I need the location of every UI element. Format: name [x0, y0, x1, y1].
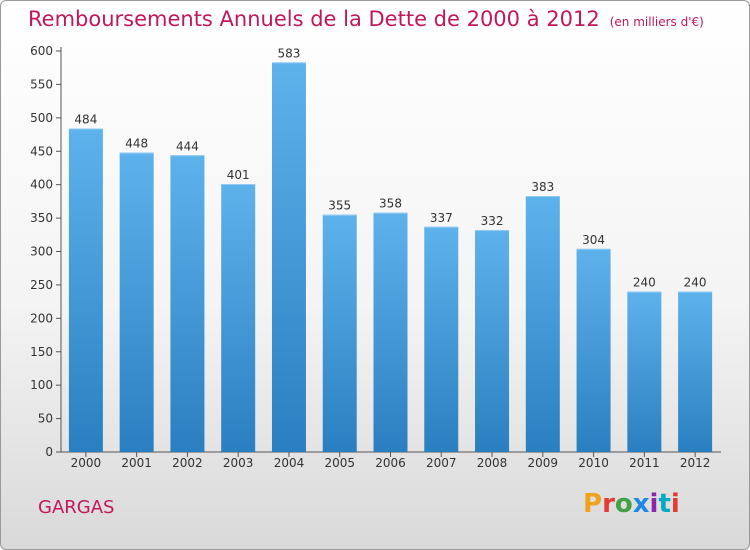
- logo-letter: i: [670, 489, 680, 519]
- y-tick-label: 150: [30, 345, 53, 359]
- y-tick-label: 50: [38, 412, 53, 426]
- data-label-2004: 583: [278, 46, 301, 60]
- x-tick-label-2011: 2011: [629, 456, 660, 470]
- chart-title: Remboursements Annuels de la Dette de 20…: [28, 7, 704, 31]
- logo-letter: r: [602, 489, 615, 519]
- x-tick-label-2010: 2010: [578, 456, 609, 470]
- y-tick-label: 200: [30, 311, 53, 325]
- data-label-2012: 240: [684, 276, 707, 290]
- bar-2005: [322, 214, 357, 452]
- bar-2003: [221, 183, 256, 452]
- bar-2004: [271, 62, 306, 453]
- y-tick-label: 300: [30, 245, 53, 259]
- y-tick-label: 550: [30, 77, 53, 91]
- x-tick-label-2006: 2006: [375, 456, 406, 470]
- bar-2012: [678, 291, 713, 452]
- y-tick-label: 400: [30, 178, 53, 192]
- y-tick-label: 500: [30, 111, 53, 125]
- x-tick-label-2000: 2000: [71, 456, 102, 470]
- proxiti-logo: Proxiti: [583, 489, 680, 519]
- bar-2001: [119, 152, 154, 452]
- logo-letter: t: [658, 489, 671, 519]
- logo-letter: i: [649, 489, 659, 519]
- y-tick-label: 350: [30, 211, 53, 225]
- y-tick-label: 100: [30, 378, 53, 392]
- bar-2009: [525, 196, 560, 452]
- data-label-2011: 240: [633, 276, 656, 290]
- x-tick-label-2004: 2004: [274, 456, 305, 470]
- x-tick-label-2005: 2005: [324, 456, 355, 470]
- data-label-2003: 401: [227, 168, 250, 182]
- x-tick-label-2008: 2008: [477, 456, 508, 470]
- bar-2000: [68, 128, 103, 452]
- chart-unit-text: (en milliers d'€): [609, 15, 704, 29]
- data-label-2006: 358: [379, 197, 402, 211]
- data-label-2009: 383: [531, 180, 554, 194]
- y-tick-label: 0: [45, 445, 53, 459]
- data-label-2008: 332: [481, 214, 504, 228]
- x-tick-label-2002: 2002: [172, 456, 203, 470]
- bar-2011: [627, 291, 662, 452]
- y-tick-label: 250: [30, 278, 53, 292]
- chart-labels: 484 2000 448 2001 444 2002 401 2003 583 2004 355 20…: [71, 46, 711, 470]
- chart-axes: 0 50 100 150 200 250 300 350 400 450 500 550 600: [30, 44, 721, 459]
- data-label-2002: 444: [176, 139, 199, 153]
- logo-letter: x: [632, 489, 650, 519]
- city-name: GARGAS: [38, 497, 115, 518]
- x-tick-label-2009: 2009: [528, 456, 559, 470]
- logo-letter: P: [583, 489, 603, 519]
- chart-bars: [68, 62, 713, 453]
- y-tick-label: 450: [30, 144, 53, 158]
- x-tick-label-2001: 2001: [121, 456, 152, 470]
- x-tick-label-2007: 2007: [426, 456, 457, 470]
- y-tick-label: 600: [30, 44, 53, 58]
- data-label-2007: 337: [430, 211, 453, 225]
- x-tick-label-2012: 2012: [680, 456, 711, 470]
- bar-2007: [424, 226, 459, 452]
- data-label-2001: 448: [125, 137, 148, 151]
- data-label-2000: 484: [74, 113, 97, 127]
- x-tick-label-2003: 2003: [223, 456, 254, 470]
- chart-title-text: Remboursements Annuels de la Dette de 20…: [28, 7, 600, 31]
- bar-2008: [475, 230, 510, 452]
- bar-2006: [373, 212, 408, 452]
- data-label-2010: 304: [582, 233, 605, 247]
- bar-2010: [576, 248, 611, 452]
- bar-2002: [170, 155, 205, 452]
- logo-letter: o: [614, 489, 633, 519]
- data-label-2005: 355: [328, 199, 351, 213]
